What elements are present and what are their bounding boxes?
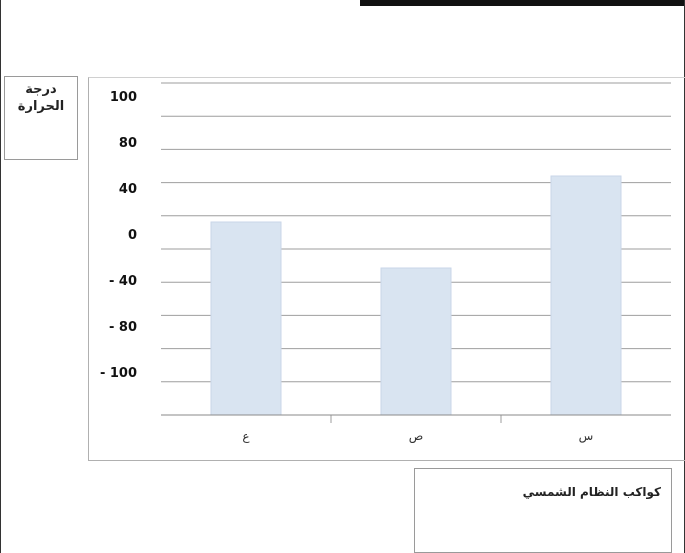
x-tick-label: س	[579, 429, 594, 444]
top-border-bar	[360, 0, 685, 6]
y-tick-label: - 40	[109, 274, 137, 289]
y-axis-title-box: درجة الحرارة	[4, 76, 78, 160]
bar	[550, 175, 622, 416]
y-tick-label: - 80	[109, 320, 137, 335]
bar	[380, 267, 452, 416]
y-tick-label: 100	[110, 90, 137, 105]
x-axis-title: كواكب النظام الشمسي	[522, 485, 661, 499]
bar	[210, 221, 282, 416]
x-axis-title-box: كواكب النظام الشمسي	[414, 468, 672, 553]
y-tick-label: 40	[119, 182, 137, 197]
chart-area: 100 80 40 0 - 40 - 80 - 100 ع ص س	[88, 77, 685, 461]
bar-chart: 100 80 40 0 - 40 - 80 - 100 ع ص س	[100, 82, 671, 444]
y-axis-title: درجة الحرارة	[17, 82, 65, 114]
y-tick-label: 80	[119, 136, 137, 151]
page-frame-left	[0, 0, 1, 553]
y-tick-label: 0	[128, 228, 137, 243]
y-tick-label: - 100	[100, 366, 137, 381]
x-tick-label: ص	[409, 429, 424, 444]
x-tick-label: ع	[242, 429, 250, 443]
